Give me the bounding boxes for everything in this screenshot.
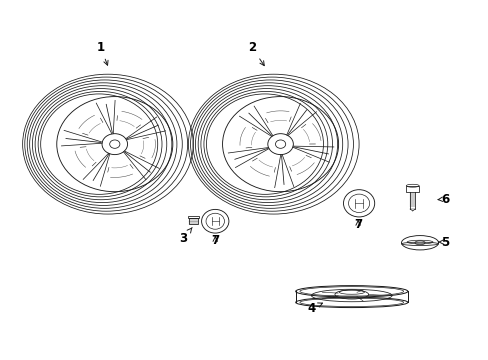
Text: 2: 2 [247, 41, 264, 66]
Bar [188, 218, 197, 224]
Bar [187, 216, 198, 218]
Text: 5: 5 [438, 235, 448, 248]
Ellipse shape [401, 235, 438, 250]
Ellipse shape [201, 210, 228, 233]
Text: 3: 3 [179, 228, 192, 244]
Ellipse shape [343, 190, 374, 217]
Text: 6: 6 [437, 193, 448, 206]
Text: 7: 7 [353, 218, 362, 231]
Text: 7: 7 [211, 234, 219, 247]
Text: 1: 1 [97, 41, 108, 65]
Bar [406, 186, 418, 192]
Text: 4: 4 [307, 302, 322, 315]
